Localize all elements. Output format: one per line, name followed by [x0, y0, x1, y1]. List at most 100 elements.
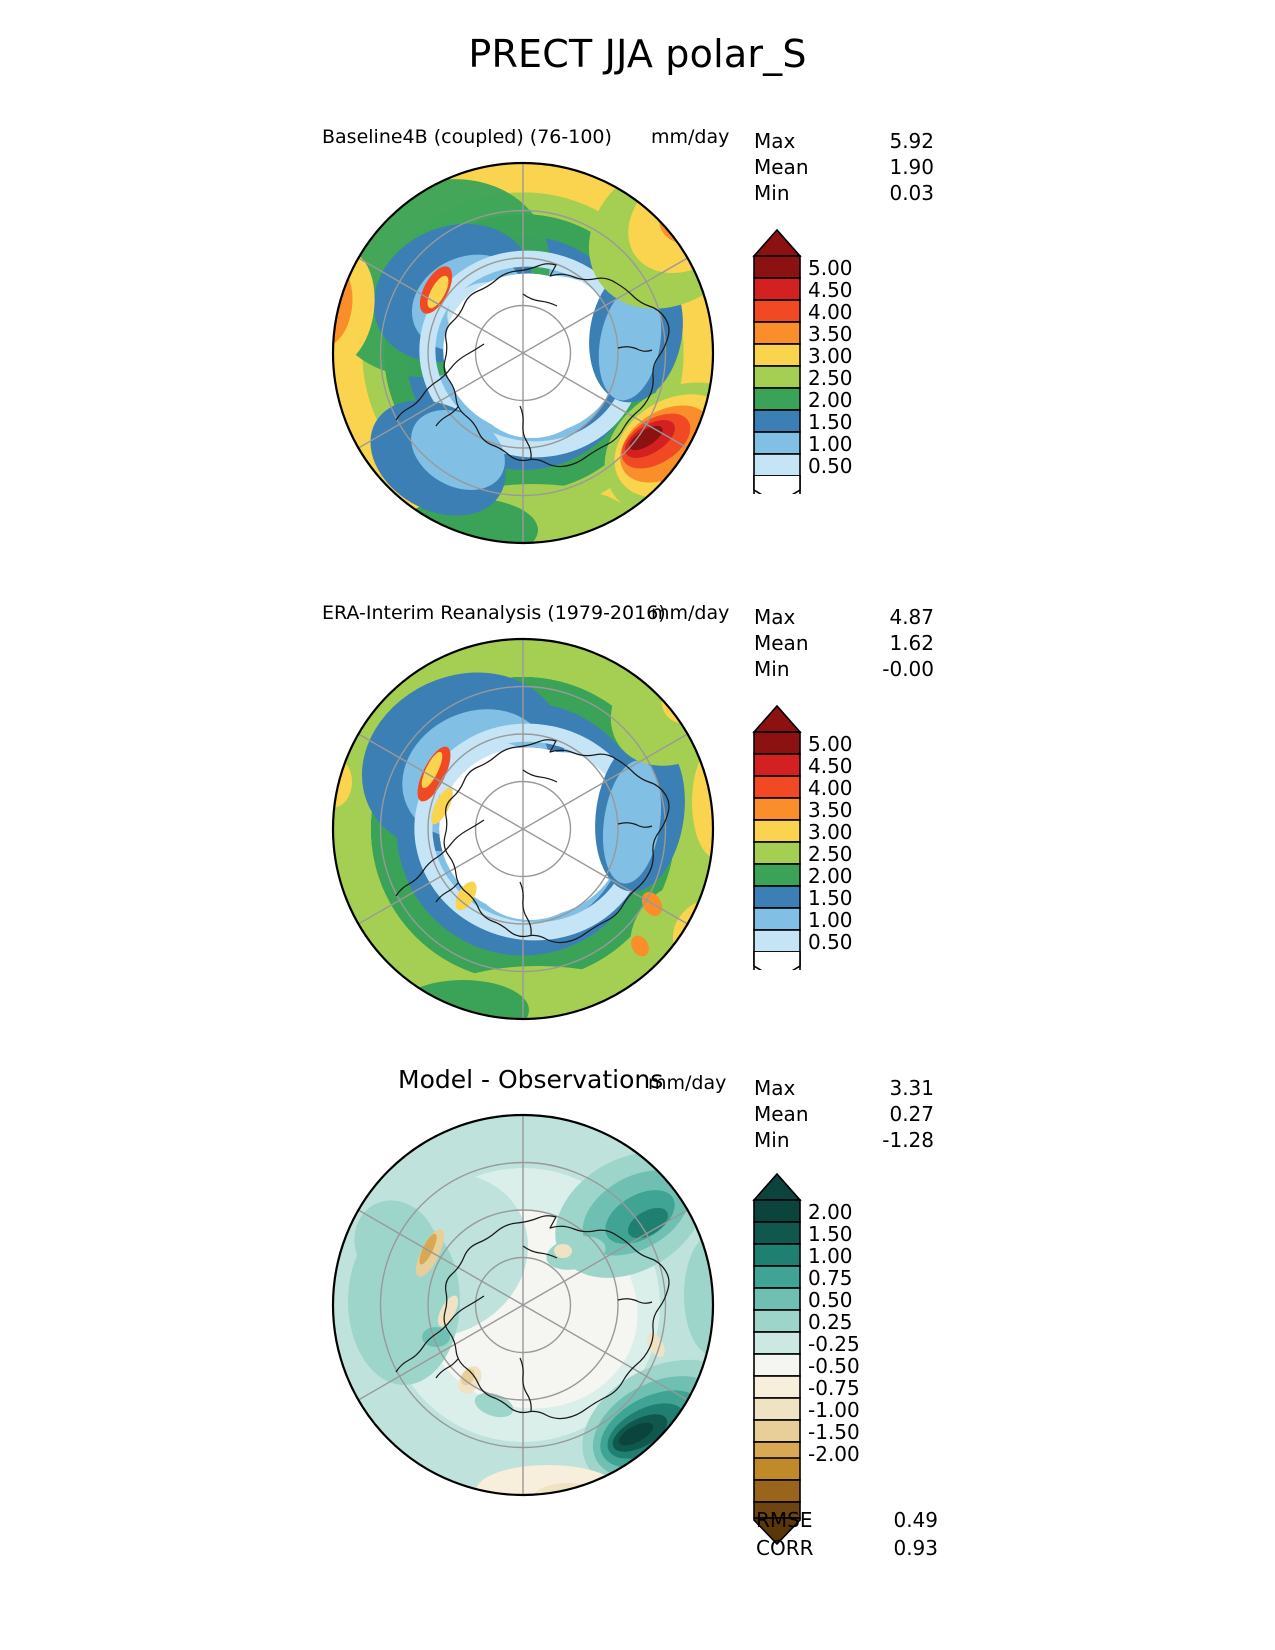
panel-model-stats: Max 5.92 Mean 1.90 Min 0.03 — [754, 128, 934, 206]
cb-tick: 0.50 — [808, 930, 853, 954]
cb-tick: 2.50 — [808, 842, 853, 866]
stat-row: Max 5.92 — [754, 128, 934, 154]
skill-row: RMSE 0.49 — [756, 1507, 938, 1533]
coastline-observations — [395, 739, 670, 944]
cb-tick: -1.00 — [808, 1398, 860, 1422]
stat-row: Min -1.28 — [754, 1127, 934, 1153]
cb-tick: 4.00 — [808, 300, 853, 324]
panel-difference-units: mm/day — [648, 1072, 727, 1094]
colorbar-model: 5.00 4.50 4.00 3.50 3.00 2.50 2.00 1.50 … — [742, 222, 902, 494]
cb-tick: 4.50 — [808, 754, 853, 778]
cb-tick: -0.50 — [808, 1354, 860, 1378]
stat-value: 1.62 — [889, 631, 934, 655]
polar-map-observations — [318, 634, 728, 1024]
stat-value: 0.27 — [889, 1102, 934, 1126]
panel-model-units: mm/day — [651, 126, 730, 148]
stat-row: Min -0.00 — [754, 656, 934, 682]
skill-value: 0.93 — [893, 1536, 938, 1560]
stat-row: Mean 1.62 — [754, 630, 934, 656]
map-observations-fill — [333, 639, 713, 1019]
colorbar-model-swatches — [752, 228, 802, 494]
skill-row: CORR 0.93 — [756, 1535, 938, 1561]
figure-title: PRECT JJA polar_S — [468, 32, 807, 76]
stat-row: Mean 0.27 — [754, 1101, 934, 1127]
cb-tick: 1.00 — [808, 1244, 853, 1268]
skill-value: 0.49 — [893, 1508, 938, 1532]
stat-row: Mean 1.90 — [754, 154, 934, 180]
panel-difference: Model - Observations mm/day Max 3.31 Mea… — [0, 1050, 1275, 1650]
panel-observations: ERA-Interim Reanalysis (1979-2016) mm/da… — [0, 560, 1275, 1050]
stat-key: Max — [754, 605, 796, 629]
cb-tick: 5.00 — [808, 256, 853, 280]
stat-value: 3.31 — [889, 1076, 934, 1100]
stat-key: Min — [754, 1128, 790, 1152]
cb-tick: 0.75 — [808, 1266, 853, 1290]
cb-tick: 1.50 — [808, 1222, 853, 1246]
cb-tick: -2.00 — [808, 1442, 860, 1466]
cb-tick: 0.50 — [808, 454, 853, 478]
colorbar-difference: 2.00 1.50 1.00 0.75 0.50 0.25 -0.25 -0.5… — [742, 1162, 902, 1546]
cb-tick: 1.50 — [808, 886, 853, 910]
stat-key: Min — [754, 181, 790, 205]
stat-value: 0.03 — [889, 181, 934, 205]
polar-map-model — [318, 158, 728, 548]
stat-value: -1.28 — [882, 1128, 934, 1152]
colorbar-model-ticks: 5.00 4.50 4.00 3.50 3.00 2.50 2.00 1.50 … — [808, 222, 902, 494]
stat-key: Max — [754, 129, 796, 153]
skill-key: CORR — [756, 1536, 814, 1560]
polar-map-difference — [318, 1105, 728, 1505]
cb-tick: 4.50 — [808, 278, 853, 302]
panel-observations-title: ERA-Interim Reanalysis (1979-2016) — [322, 602, 666, 624]
colorbar-difference-lower — [753, 1458, 801, 1546]
panel-observations-stats: Max 4.87 Mean 1.62 Min -0.00 — [754, 604, 934, 682]
map-difference-fill — [333, 1115, 713, 1495]
stat-value: 4.87 — [889, 605, 934, 629]
colorbar-observations-ticks: 5.00 4.50 4.00 3.50 3.00 2.50 2.00 1.50 … — [808, 698, 902, 970]
graticule-model — [358, 163, 688, 543]
colorbar-observations: 5.00 4.50 4.00 3.50 3.00 2.50 2.00 1.50 … — [742, 698, 902, 970]
cb-tick: 2.50 — [808, 366, 853, 390]
cb-tick: 4.00 — [808, 776, 853, 800]
panel-model: Baseline4B (coupled) (76-100) mm/day Max… — [0, 0, 1275, 560]
coastline-model — [395, 263, 670, 468]
stat-value: 5.92 — [889, 129, 934, 153]
coastline-difference — [395, 1215, 670, 1420]
cb-tick: -0.75 — [808, 1376, 860, 1400]
map-model-boundary — [331, 161, 715, 545]
cb-tick: 0.25 — [808, 1310, 853, 1334]
panel-model-title: Baseline4B (coupled) (76-100) — [322, 126, 612, 148]
cb-tick: -1.50 — [808, 1420, 860, 1444]
stat-key: Max — [754, 1076, 796, 1100]
map-difference-boundary — [331, 1113, 715, 1497]
cb-tick: 0.50 — [808, 1288, 853, 1312]
cb-tick: 2.00 — [808, 1200, 853, 1224]
colorbar-difference-swatches — [752, 1172, 802, 1459]
map-observations-boundary — [331, 637, 715, 1021]
skill-key: RMSE — [756, 1508, 813, 1532]
stat-key: Mean — [754, 155, 809, 179]
colorbar-difference-ticks: 2.00 1.50 1.00 0.75 0.50 0.25 -0.25 -0.5… — [808, 1162, 902, 1562]
cb-tick: 3.50 — [808, 798, 853, 822]
polar-map-difference-svg — [331, 1113, 715, 1497]
cb-tick: 2.00 — [808, 388, 853, 412]
polar-map-model-svg — [331, 161, 715, 545]
cb-tick: 3.00 — [808, 820, 853, 844]
cb-tick: 1.00 — [808, 432, 853, 456]
cb-tick: 3.00 — [808, 344, 853, 368]
cb-tick: 1.00 — [808, 908, 853, 932]
stat-key: Min — [754, 657, 790, 681]
stat-value: 1.90 — [889, 155, 934, 179]
stat-value: -0.00 — [882, 657, 934, 681]
cb-tick: -0.25 — [808, 1332, 860, 1356]
map-model-fill — [333, 163, 713, 543]
polar-map-observations-svg — [331, 637, 715, 1021]
cb-tick: 2.00 — [808, 864, 853, 888]
cb-tick: 5.00 — [808, 732, 853, 756]
colorbar-observations-swatches — [752, 704, 802, 970]
skill-scores: RMSE 0.49 CORR 0.93 — [754, 1505, 940, 1563]
stat-row: Max 3.31 — [754, 1075, 934, 1101]
stat-key: Mean — [754, 631, 809, 655]
panel-difference-stats: Max 3.31 Mean 0.27 Min -1.28 — [754, 1075, 934, 1153]
panel-observations-units: mm/day — [651, 602, 730, 624]
